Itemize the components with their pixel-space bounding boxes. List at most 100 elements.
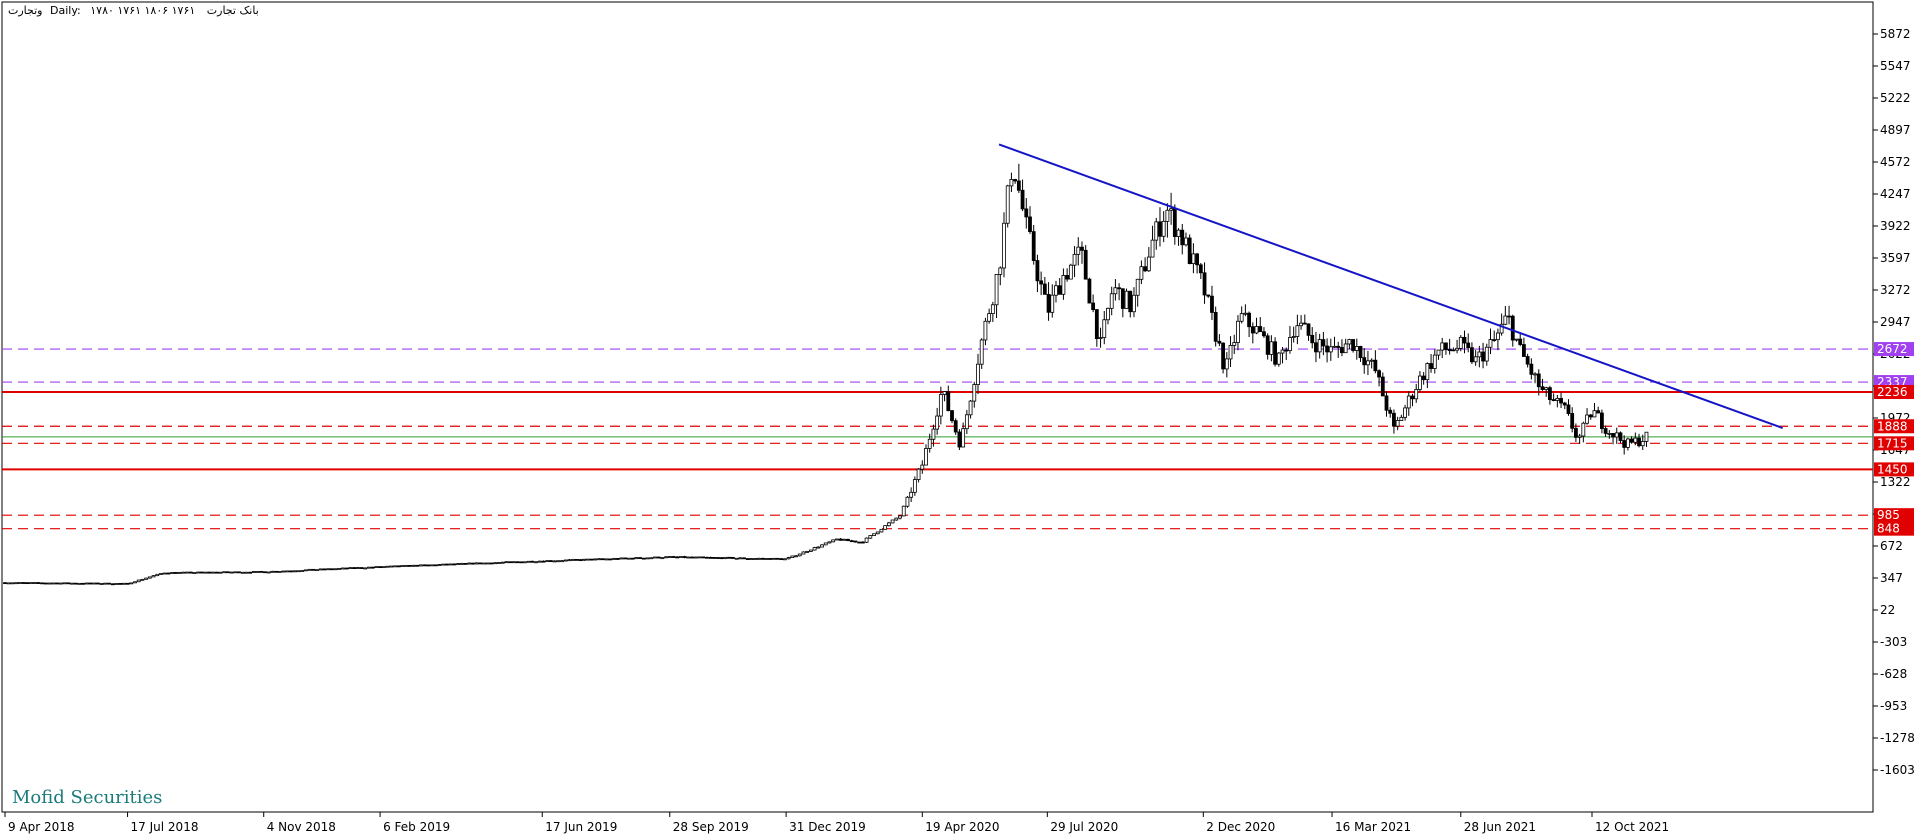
candle-body xyxy=(1611,433,1615,438)
candle-body xyxy=(1369,359,1374,362)
candle-body xyxy=(415,564,420,567)
candle-body xyxy=(1410,395,1415,400)
candle-body xyxy=(1076,246,1081,255)
candle-body xyxy=(1276,352,1281,365)
candle-body xyxy=(1377,370,1381,378)
candle-body xyxy=(660,557,665,560)
candle-body xyxy=(1640,441,1645,447)
candle-body xyxy=(1247,312,1251,328)
candle-body xyxy=(1039,280,1044,285)
level-label-1450: 1450 xyxy=(1877,462,1908,476)
candle-body xyxy=(1139,266,1144,280)
candle-body xyxy=(690,556,694,559)
candle-body xyxy=(1366,360,1370,366)
candle-body xyxy=(641,557,646,560)
y-tick-label: 5547 xyxy=(1880,59,1911,73)
candle-body xyxy=(300,570,304,572)
x-tick-label: 19 Apr 2020 xyxy=(925,820,999,834)
candle-body xyxy=(779,558,784,561)
candle-body xyxy=(1559,397,1563,404)
level-label-box xyxy=(1874,419,1914,434)
candle-body xyxy=(445,563,449,566)
candle-body xyxy=(296,570,301,573)
candle-body xyxy=(322,568,327,571)
candle-body xyxy=(1265,335,1270,355)
candle-body xyxy=(1042,283,1047,295)
candle-body xyxy=(1403,407,1407,418)
candle-body xyxy=(1002,222,1006,269)
candle-body xyxy=(1132,294,1136,313)
candle-body xyxy=(471,562,475,565)
candle-body xyxy=(1243,312,1248,315)
level-label-box xyxy=(1874,436,1914,451)
candle-body xyxy=(983,320,988,341)
candle-body xyxy=(1236,320,1240,343)
candle-body xyxy=(155,573,160,577)
candle-body xyxy=(73,582,78,585)
x-tick-label: 9 Apr 2018 xyxy=(8,820,75,834)
candle-body xyxy=(229,571,234,574)
candle-body xyxy=(441,563,446,566)
candle-body xyxy=(170,572,175,574)
candle-body xyxy=(459,563,464,565)
candle-body xyxy=(1258,326,1263,333)
candle-body xyxy=(853,540,858,543)
candle-body xyxy=(81,582,85,585)
candle-body xyxy=(474,562,479,565)
candle-body xyxy=(649,557,654,560)
candle-body xyxy=(927,438,932,449)
candle-body xyxy=(1484,346,1489,362)
candle-body xyxy=(979,339,984,365)
candle-body xyxy=(1444,342,1448,351)
candle-body xyxy=(207,571,212,574)
candle-body xyxy=(946,391,951,412)
candle-body xyxy=(1340,347,1344,354)
candle-body xyxy=(1172,208,1177,237)
candle-body xyxy=(961,428,966,448)
candle-body xyxy=(1488,339,1493,348)
candle-body xyxy=(760,557,765,560)
candle-body xyxy=(66,582,71,585)
candle-body xyxy=(953,420,958,433)
candle-body xyxy=(315,569,319,572)
candle-body xyxy=(240,571,245,574)
candle-body xyxy=(1399,416,1404,421)
candle-body xyxy=(1510,315,1515,341)
candle-body xyxy=(1091,302,1096,311)
candle-body xyxy=(1425,363,1430,381)
candle-body xyxy=(185,571,189,574)
candle-body xyxy=(36,582,41,584)
candle-body xyxy=(1288,337,1292,352)
candle-body xyxy=(1098,337,1103,340)
candle-body xyxy=(214,571,219,574)
candle-body xyxy=(1633,437,1638,443)
candle-body xyxy=(1161,220,1166,237)
candle-body xyxy=(281,570,286,573)
candle-body xyxy=(370,566,375,569)
candle-body xyxy=(864,537,869,543)
candle-body xyxy=(1206,294,1211,297)
candle-body xyxy=(775,557,780,560)
candle-body xyxy=(422,564,427,567)
x-tick-label: 16 Mar 2021 xyxy=(1335,820,1411,834)
candle-body xyxy=(99,583,104,585)
ohlc-values: ۱۷۸۰ ۱۷۶۱ ۱۸۰۶ ۱۷۶۱ xyxy=(90,4,195,17)
candle-body xyxy=(842,538,847,541)
candle-body xyxy=(1384,395,1389,411)
candle-body xyxy=(834,538,839,541)
candle-body xyxy=(1262,331,1266,337)
candle-body xyxy=(25,582,30,585)
candle-body xyxy=(404,565,408,567)
descending-trendline[interactable] xyxy=(998,143,1783,429)
candle-body xyxy=(1295,325,1300,337)
candle-body xyxy=(1191,253,1196,264)
candle-body xyxy=(274,570,279,573)
candle-body xyxy=(173,572,178,574)
candle-body xyxy=(318,568,323,571)
candle-body xyxy=(62,582,67,585)
candle-body xyxy=(883,525,888,530)
candle-body xyxy=(159,573,163,575)
candle-body xyxy=(905,496,910,507)
